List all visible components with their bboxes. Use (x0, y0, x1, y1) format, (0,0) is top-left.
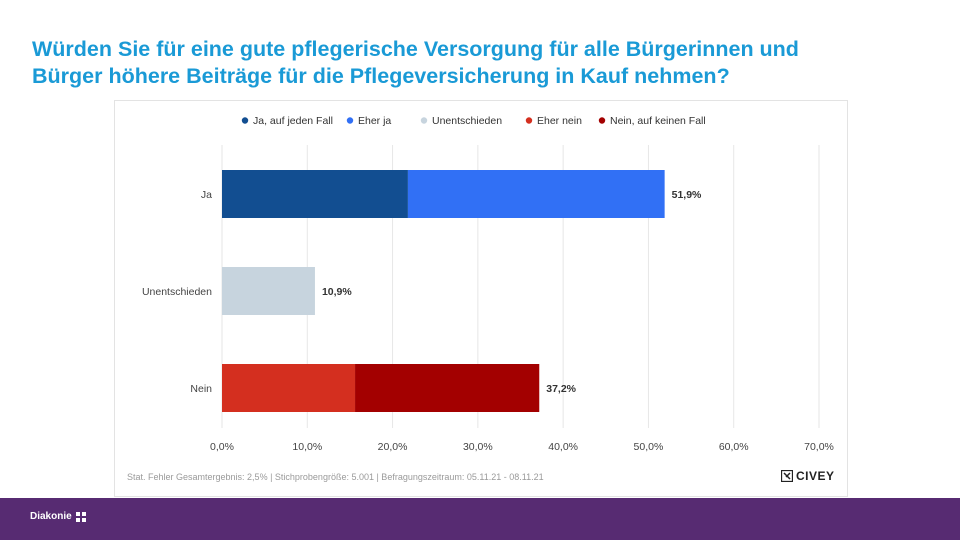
chart-card: 0,0% 10,0% 20,0% 30,0% 40,0% 50,0% 60,0% 70,0% J… (114, 100, 848, 497)
legend-marker (241, 117, 249, 124)
bar-total-label: 37,2% (546, 383, 576, 395)
civey-logo-text: CIVEY (796, 469, 835, 483)
legend-label: Nein, auf keinen Fall (610, 115, 706, 127)
category-label: Unentschieden (142, 286, 212, 298)
legend-marker (525, 117, 533, 124)
footer-bar: Diakonie (0, 498, 960, 540)
bar-segment (222, 170, 408, 218)
bar-total-label: 10,9% (322, 286, 352, 298)
legend-marker (598, 117, 606, 124)
category-label: Ja (201, 189, 212, 201)
x-tick-label: 50,0% (634, 441, 664, 453)
x-tick-label: 0,0% (210, 441, 234, 453)
bar-segment (407, 170, 665, 218)
legend-marker (420, 117, 428, 124)
legend-label: Ja, auf jeden Fall (253, 115, 333, 127)
chart-title-line-1: Würden Sie für eine gute pflegerische Ve… (32, 37, 799, 61)
x-tick-label: 70,0% (804, 441, 834, 453)
bar-segment (222, 267, 315, 315)
survey-footnote: Stat. Fehler Gesamtergebnis: 2,5% | Stic… (127, 472, 544, 482)
chart-title: Würden Sie für eine gute pflegerische Ve… (32, 36, 932, 90)
legend-marker (346, 117, 354, 124)
chart-title-line-2: Bürger höhere Beiträge für die Pflegever… (32, 64, 730, 88)
category-label: Nein (190, 383, 212, 395)
civey-logo-icon (781, 470, 793, 482)
bar-segment (222, 364, 356, 412)
x-tick-label: 10,0% (292, 441, 322, 453)
diakonie-logo-text: Diakonie (30, 511, 72, 522)
stacked-bar-chart: 0,0% 10,0% 20,0% 30,0% 40,0% 50,0% 60,0% 70,0% J… (142, 115, 834, 453)
legend-label: Eher nein (537, 115, 582, 127)
x-tick-label: 20,0% (378, 441, 408, 453)
diakonie-logo: Diakonie (30, 511, 86, 522)
x-tick-label: 30,0% (463, 441, 493, 453)
bar-total-label: 51,9% (672, 189, 702, 201)
x-tick-label: 40,0% (548, 441, 578, 453)
legend-label: Unentschieden (432, 115, 502, 127)
bar-segment (355, 364, 540, 412)
legend-label: Eher ja (358, 115, 391, 127)
x-tick-label: 60,0% (719, 441, 749, 453)
civey-brand: CIVEY (781, 469, 835, 483)
diakonie-cross-icon (75, 511, 86, 522)
